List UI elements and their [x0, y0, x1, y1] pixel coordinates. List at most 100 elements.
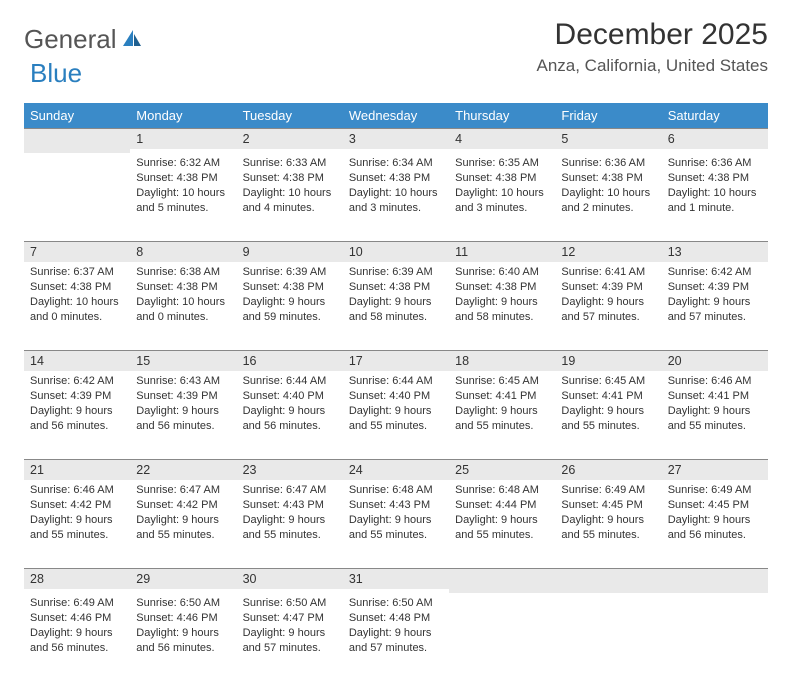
day-number-cell: 8: [130, 241, 236, 262]
day-number-cell: 30: [237, 568, 343, 593]
day-number-cell: 15: [130, 350, 236, 371]
day-data: Sunrise: 6:44 AMSunset: 4:40 PMDaylight:…: [237, 371, 343, 439]
calendar-table: SundayMondayTuesdayWednesdayThursdayFrid…: [24, 103, 768, 681]
logo-text-general: General: [24, 24, 117, 55]
day-data-cell: Sunrise: 6:49 AMSunset: 4:46 PMDaylight:…: [24, 593, 130, 681]
logo-text-blue: Blue: [30, 58, 82, 89]
day-number-cell: 9: [237, 241, 343, 262]
day-number: 9: [237, 241, 343, 262]
day-number-cell: 17: [343, 350, 449, 371]
day-data-cell: Sunrise: 6:50 AMSunset: 4:48 PMDaylight:…: [343, 593, 449, 681]
day-number-cell: 14: [24, 350, 130, 371]
day-number-cell: 4: [449, 128, 555, 153]
logo-sail-icon: [121, 28, 143, 53]
day-data: Sunrise: 6:37 AMSunset: 4:38 PMDaylight:…: [24, 262, 130, 330]
day-data-cell: [662, 593, 768, 681]
day-number-cell: 24: [343, 459, 449, 480]
day-number-cell: 23: [237, 459, 343, 480]
day-number-cell: 21: [24, 459, 130, 480]
day-number-cell: 3: [343, 128, 449, 153]
day-data: Sunrise: 6:44 AMSunset: 4:40 PMDaylight:…: [343, 371, 449, 439]
day-number-cell: [662, 568, 768, 593]
day-number: 28: [24, 568, 130, 589]
day-data-cell: [449, 593, 555, 681]
day-number: 17: [343, 350, 449, 371]
day-data: Sunrise: 6:50 AMSunset: 4:47 PMDaylight:…: [237, 593, 343, 661]
day-data-cell: Sunrise: 6:41 AMSunset: 4:39 PMDaylight:…: [555, 262, 661, 350]
day-data-cell: Sunrise: 6:39 AMSunset: 4:38 PMDaylight:…: [343, 262, 449, 350]
empty-day: [449, 568, 555, 593]
day-number: 5: [555, 128, 661, 149]
day-number-cell: [24, 128, 130, 153]
day-number: 4: [449, 128, 555, 149]
day-data-cell: Sunrise: 6:46 AMSunset: 4:41 PMDaylight:…: [662, 371, 768, 459]
day-number: 2: [237, 128, 343, 149]
day-number-cell: 16: [237, 350, 343, 371]
day-data: Sunrise: 6:42 AMSunset: 4:39 PMDaylight:…: [24, 371, 130, 439]
day-data-cell: [555, 593, 661, 681]
day-data-cell: Sunrise: 6:42 AMSunset: 4:39 PMDaylight:…: [662, 262, 768, 350]
day-number: 25: [449, 459, 555, 480]
day-data: Sunrise: 6:43 AMSunset: 4:39 PMDaylight:…: [130, 371, 236, 439]
day-data: Sunrise: 6:42 AMSunset: 4:39 PMDaylight:…: [662, 262, 768, 330]
day-data: Sunrise: 6:36 AMSunset: 4:38 PMDaylight:…: [555, 153, 661, 221]
day-data-cell: Sunrise: 6:35 AMSunset: 4:38 PMDaylight:…: [449, 153, 555, 241]
day-number: 13: [662, 241, 768, 262]
day-data: Sunrise: 6:46 AMSunset: 4:41 PMDaylight:…: [662, 371, 768, 439]
day-number: 29: [130, 568, 236, 589]
day-data: Sunrise: 6:50 AMSunset: 4:48 PMDaylight:…: [343, 593, 449, 661]
day-number-cell: 6: [662, 128, 768, 153]
day-data-cell: Sunrise: 6:50 AMSunset: 4:46 PMDaylight:…: [130, 593, 236, 681]
day-data: Sunrise: 6:33 AMSunset: 4:38 PMDaylight:…: [237, 153, 343, 221]
day-data: Sunrise: 6:50 AMSunset: 4:46 PMDaylight:…: [130, 593, 236, 661]
day-data-cell: [24, 153, 130, 241]
day-data: Sunrise: 6:48 AMSunset: 4:43 PMDaylight:…: [343, 480, 449, 548]
day-number-cell: 28: [24, 568, 130, 593]
day-data-cell: Sunrise: 6:49 AMSunset: 4:45 PMDaylight:…: [555, 480, 661, 568]
month-title: December 2025: [536, 18, 768, 52]
day-number: 19: [555, 350, 661, 371]
calendar-header-row: SundayMondayTuesdayWednesdayThursdayFrid…: [24, 103, 768, 128]
day-data-cell: Sunrise: 6:47 AMSunset: 4:42 PMDaylight:…: [130, 480, 236, 568]
day-number: 16: [237, 350, 343, 371]
day-data-cell: Sunrise: 6:39 AMSunset: 4:38 PMDaylight:…: [237, 262, 343, 350]
weekday-header: Sunday: [24, 103, 130, 128]
day-number-cell: 22: [130, 459, 236, 480]
day-number-cell: 10: [343, 241, 449, 262]
day-data: Sunrise: 6:49 AMSunset: 4:45 PMDaylight:…: [555, 480, 661, 548]
day-data: Sunrise: 6:36 AMSunset: 4:38 PMDaylight:…: [662, 153, 768, 221]
day-number: 8: [130, 241, 236, 262]
day-data-cell: Sunrise: 6:45 AMSunset: 4:41 PMDaylight:…: [449, 371, 555, 459]
day-data: Sunrise: 6:41 AMSunset: 4:39 PMDaylight:…: [555, 262, 661, 330]
empty-day: [662, 568, 768, 593]
day-data: Sunrise: 6:45 AMSunset: 4:41 PMDaylight:…: [449, 371, 555, 439]
day-data-cell: Sunrise: 6:37 AMSunset: 4:38 PMDaylight:…: [24, 262, 130, 350]
day-data-cell: Sunrise: 6:42 AMSunset: 4:39 PMDaylight:…: [24, 371, 130, 459]
day-number-cell: 12: [555, 241, 661, 262]
day-data-cell: Sunrise: 6:43 AMSunset: 4:39 PMDaylight:…: [130, 371, 236, 459]
weekday-header: Tuesday: [237, 103, 343, 128]
day-number: 27: [662, 459, 768, 480]
day-number: 14: [24, 350, 130, 371]
day-data-cell: Sunrise: 6:45 AMSunset: 4:41 PMDaylight:…: [555, 371, 661, 459]
day-number: 11: [449, 241, 555, 262]
day-number-cell: 29: [130, 568, 236, 593]
day-data-cell: Sunrise: 6:44 AMSunset: 4:40 PMDaylight:…: [343, 371, 449, 459]
day-number: 21: [24, 459, 130, 480]
day-number: 15: [130, 350, 236, 371]
day-data: Sunrise: 6:49 AMSunset: 4:45 PMDaylight:…: [662, 480, 768, 548]
day-data: Sunrise: 6:46 AMSunset: 4:42 PMDaylight:…: [24, 480, 130, 548]
day-data-cell: Sunrise: 6:33 AMSunset: 4:38 PMDaylight:…: [237, 153, 343, 241]
empty-day: [24, 128, 130, 153]
day-data-cell: Sunrise: 6:50 AMSunset: 4:47 PMDaylight:…: [237, 593, 343, 681]
day-number: 12: [555, 241, 661, 262]
day-data-cell: Sunrise: 6:47 AMSunset: 4:43 PMDaylight:…: [237, 480, 343, 568]
day-data: Sunrise: 6:48 AMSunset: 4:44 PMDaylight:…: [449, 480, 555, 548]
day-number-cell: 19: [555, 350, 661, 371]
location-text: Anza, California, United States: [536, 56, 768, 76]
day-data-cell: Sunrise: 6:32 AMSunset: 4:38 PMDaylight:…: [130, 153, 236, 241]
day-data-cell: Sunrise: 6:40 AMSunset: 4:38 PMDaylight:…: [449, 262, 555, 350]
weekday-header: Wednesday: [343, 103, 449, 128]
day-number-cell: 11: [449, 241, 555, 262]
day-data: Sunrise: 6:40 AMSunset: 4:38 PMDaylight:…: [449, 262, 555, 330]
